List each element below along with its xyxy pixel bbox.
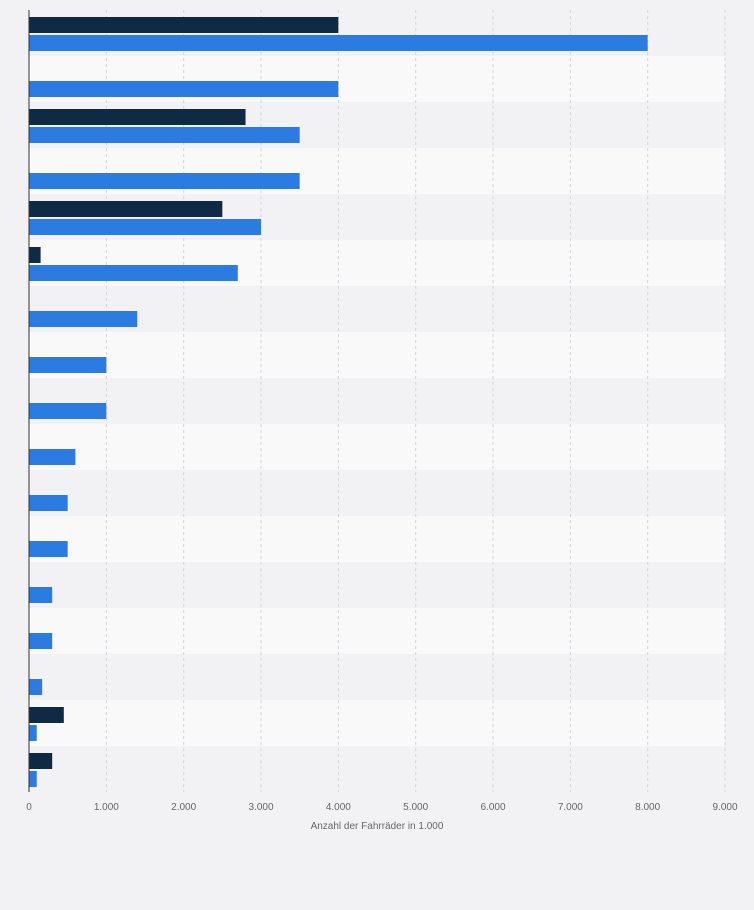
bar[interactable] [29,201,223,217]
row-band [29,470,725,516]
row-band [29,746,725,792]
x-tick-label: 6.000 [480,802,505,813]
bar[interactable] [29,679,43,695]
x-tick-label: 9.000 [712,802,737,813]
bar[interactable] [29,247,41,263]
x-tick-label: 4.000 [326,802,351,813]
bar[interactable] [29,81,339,97]
x-axis: 0 1.000 2.000 3.000 4.000 5.000 6.000 7.000 8.00… [26,10,738,813]
row-band [29,332,725,378]
bar[interactable] [29,541,68,557]
bar[interactable] [29,127,300,143]
bar[interactable] [29,771,37,787]
bar[interactable] [29,265,238,281]
bar[interactable] [29,449,76,465]
bar[interactable] [29,587,53,603]
bar[interactable] [29,707,64,723]
bar[interactable] [29,35,648,51]
bar[interactable] [29,17,339,33]
row-band [29,654,725,700]
bar[interactable] [29,725,37,741]
x-tick-label: 5.000 [403,802,428,813]
row-bands [29,10,725,792]
row-band [29,562,725,608]
bar[interactable] [29,495,68,511]
x-tick-label: 2.000 [171,802,196,813]
x-tick-label: 7.000 [558,802,583,813]
bar[interactable] [29,357,107,373]
bars [29,17,648,787]
x-tick-label: 0 [26,802,32,813]
row-band [29,516,725,562]
row-band [29,424,725,470]
x-axis-title: Anzahl der Fahrräder in 1.000 [311,821,444,832]
bar[interactable] [29,403,107,419]
gridlines [105,10,726,792]
bar[interactable] [29,173,300,189]
row-band [29,700,725,746]
bar[interactable] [29,753,53,769]
row-band [29,378,725,424]
x-tick-label: 8.000 [635,802,660,813]
row-band [29,286,725,332]
x-tick-label: 3.000 [248,802,273,813]
x-tick-label: 1.000 [94,802,119,813]
row-band [29,608,725,654]
bar[interactable] [29,109,246,125]
bar[interactable] [29,219,261,235]
bar[interactable] [29,311,138,327]
bar[interactable] [29,633,53,649]
